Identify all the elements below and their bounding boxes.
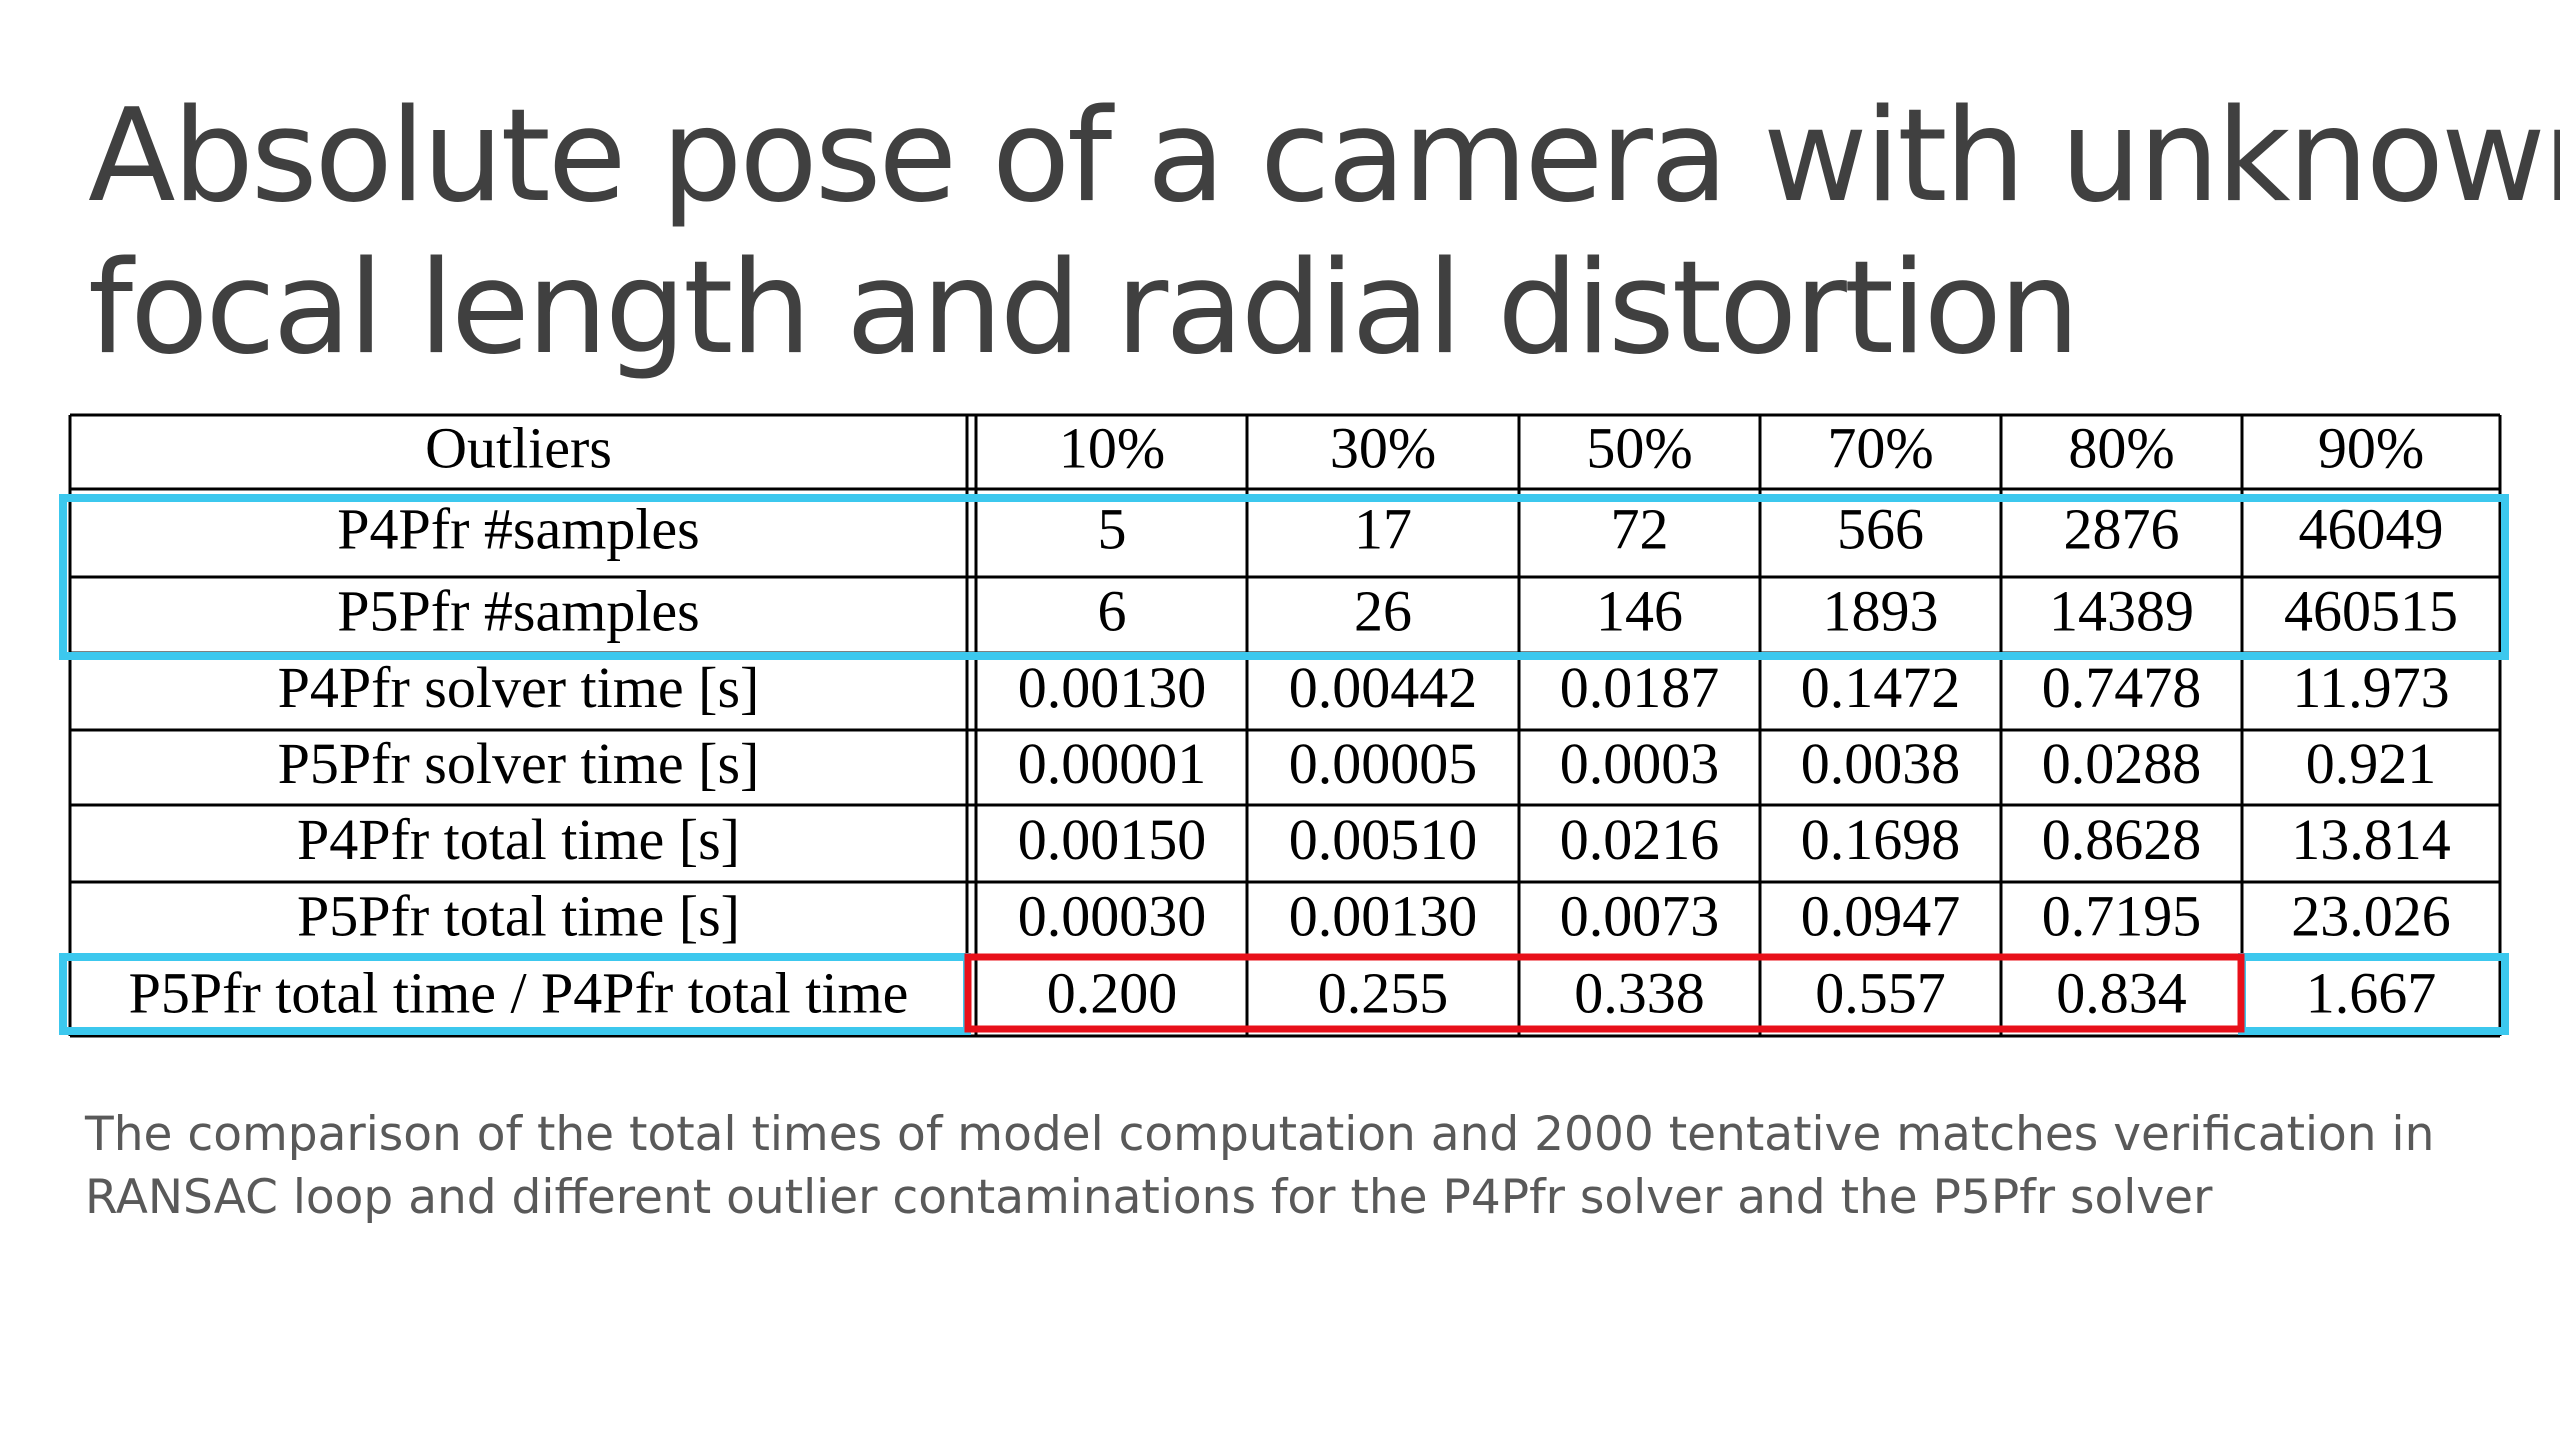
table-cell: 14389 — [2049, 578, 2194, 643]
table-cell: 0.8628 — [2042, 807, 2202, 872]
row-header: P4Pfr total time [s] — [297, 807, 740, 872]
highlight-box — [59, 494, 2509, 660]
table-cell: 6 — [1098, 578, 1127, 643]
row-header: P5Pfr solver time [s] — [278, 731, 760, 796]
table-cell: 0.0073 — [1560, 883, 1720, 948]
slide-title: focal length and radial distortion — [88, 234, 2077, 383]
table-cell: 0.00005 — [1289, 731, 1478, 796]
table-cell: 50% — [1586, 415, 1692, 480]
table-cell: 0.1698 — [1801, 807, 1961, 872]
table-cell: 0.0003 — [1560, 731, 1720, 796]
row-header: P5Pfr total time / P4Pfr total time — [129, 960, 909, 1025]
table-cell: 566 — [1837, 496, 1924, 561]
table-cell: 0.00030 — [1018, 883, 1207, 948]
table-cell: 0.200 — [1047, 960, 1178, 1025]
table-cell: 72 — [1611, 496, 1669, 561]
table-cell: 0.557 — [1815, 960, 1946, 1025]
row-header: P5Pfr #samples — [337, 578, 700, 643]
table-cell: 30% — [1330, 415, 1436, 480]
table-cell: 460515 — [2284, 578, 2458, 643]
table-cell: 0.0187 — [1560, 655, 1720, 720]
row-header: Outliers — [425, 415, 612, 480]
table-cell: 0.00510 — [1289, 807, 1478, 872]
table-cell: 1.667 — [2306, 960, 2437, 1025]
table-cell: 0.0288 — [2042, 731, 2202, 796]
table-cell: 0.00442 — [1289, 655, 1478, 720]
caption: The comparison of the total times of mod… — [84, 1107, 2434, 1162]
table-cell: 10% — [1059, 415, 1165, 480]
row-header: P5Pfr total time [s] — [297, 883, 740, 948]
table-cell: 0.00001 — [1018, 731, 1207, 796]
table: Outliers 10% 30% 50% 70% 80% 90% P4Pfr #samples… — [68, 413, 2502, 1038]
table-cell: 0.0947 — [1801, 883, 1961, 948]
table-cell: 146 — [1596, 578, 1683, 643]
row-header: P4Pfr solver time [s] — [278, 655, 760, 720]
table-cell: 46049 — [2299, 496, 2444, 561]
slide-title: Absolute pose of a camera with unknown — [88, 82, 2560, 231]
table-cell: 0.921 — [2306, 731, 2437, 796]
highlight-box — [964, 953, 2245, 1033]
table-cell: 2876 — [2064, 496, 2180, 561]
table-cell: 70% — [1827, 415, 1933, 480]
table-cell: 0.7478 — [2042, 655, 2202, 720]
table-cell: 0.834 — [2056, 960, 2187, 1025]
table-cell: 17 — [1354, 496, 1412, 561]
table-cell: 11.973 — [2292, 655, 2449, 720]
table-cell: 0.00130 — [1018, 655, 1207, 720]
table-cell: 26 — [1354, 578, 1412, 643]
table-cell: 0.255 — [1318, 960, 1449, 1025]
table-cell: 0.0216 — [1560, 807, 1720, 872]
table-cell: 5 — [1098, 496, 1127, 561]
table-cell: 0.0038 — [1801, 731, 1961, 796]
table-cell: 0.1472 — [1801, 655, 1961, 720]
table-cell: 0.00130 — [1289, 883, 1478, 948]
table-cell: 80% — [2068, 415, 2174, 480]
caption: RANSAC loop and different outlier contam… — [85, 1170, 2213, 1225]
table-cell: 0.00150 — [1018, 807, 1207, 872]
table-cell: 90% — [2318, 415, 2424, 480]
row-header: P4Pfr #samples — [337, 496, 700, 561]
table-cell: 1893 — [1823, 578, 1939, 643]
table-cell: 23.026 — [2291, 883, 2451, 948]
table-cell: 0.7195 — [2042, 883, 2202, 948]
table-cell: 13.814 — [2291, 807, 2451, 872]
table-cell: 0.338 — [1574, 960, 1705, 1025]
